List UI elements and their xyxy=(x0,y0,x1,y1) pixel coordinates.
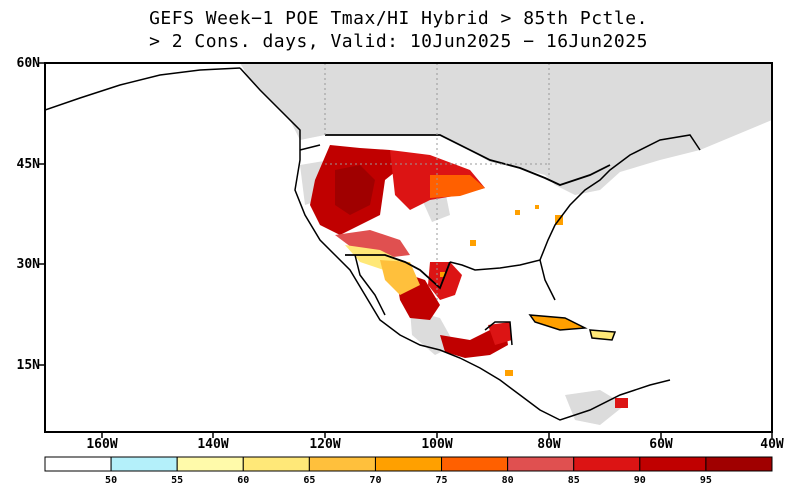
country-borders xyxy=(325,134,611,290)
colorbar-label: 85 xyxy=(567,475,580,486)
colorbar-label: 50 xyxy=(105,475,118,486)
axis-ticks xyxy=(39,62,773,438)
colorbar-swatch xyxy=(374,456,443,472)
colorbar-swatch xyxy=(44,456,112,472)
heat-region-yucatan xyxy=(488,322,512,345)
lon-label-40w: 40W xyxy=(760,437,784,452)
colorbar-swatch xyxy=(639,456,707,472)
lat-label-60n: 60N xyxy=(16,56,40,71)
heat-region-texas xyxy=(428,262,462,300)
colorbar-label: 60 xyxy=(237,475,250,486)
colorbar-swatch xyxy=(441,456,509,472)
map-area xyxy=(45,63,772,425)
heat-region-hispaniola xyxy=(590,330,615,340)
colorbar-label: 90 xyxy=(633,475,646,486)
lon-label-80w: 80W xyxy=(537,437,561,452)
heat-region-mexico-orange xyxy=(380,260,420,295)
colorbar-swatch xyxy=(242,456,310,472)
colorbar-label: 55 xyxy=(171,475,184,486)
heat-region-southwest xyxy=(335,230,410,258)
coastlines xyxy=(45,67,701,421)
colorbar xyxy=(44,456,773,472)
colorbar-label: 65 xyxy=(303,475,316,486)
lat-label-30n: 30N xyxy=(16,257,40,272)
colorbar-label: 70 xyxy=(369,475,382,486)
lon-label-100w: 100W xyxy=(421,437,453,452)
colorbar-swatch xyxy=(110,456,178,472)
title-line-1: GEFS Week−1 POE Tmax/HI Hybrid > 85th Pc… xyxy=(149,8,648,29)
heat-region-cuba xyxy=(530,315,585,330)
grid-lines xyxy=(324,63,550,300)
lon-label-60w: 60W xyxy=(649,437,673,452)
colorbar-label: 75 xyxy=(435,475,448,486)
heat-region-colombia xyxy=(615,398,628,408)
lon-label-160w: 160W xyxy=(86,437,118,452)
lat-label-15n: 15N xyxy=(16,358,40,373)
lon-label-140w: 140W xyxy=(197,437,229,452)
colorbar-swatch xyxy=(705,456,773,472)
lat-label-45n: 45N xyxy=(16,157,40,172)
heat-region-plains-edge xyxy=(430,175,485,198)
heat-region-west-inner xyxy=(335,165,375,215)
map-frame xyxy=(44,62,773,433)
colorbar-swatch xyxy=(507,456,575,472)
colorbar-label: 80 xyxy=(501,475,514,486)
colorbar-swatch xyxy=(308,456,376,472)
lon-label-120w: 120W xyxy=(309,437,341,452)
canada-gray-region xyxy=(240,63,772,195)
title-line-2: > 2 Cons. days, Valid: 10Jun2025 − 16Jun… xyxy=(149,31,648,52)
colorbar-swatch xyxy=(573,456,641,472)
colorbar-swatch xyxy=(176,456,244,472)
colorbar-label: 95 xyxy=(699,475,712,486)
